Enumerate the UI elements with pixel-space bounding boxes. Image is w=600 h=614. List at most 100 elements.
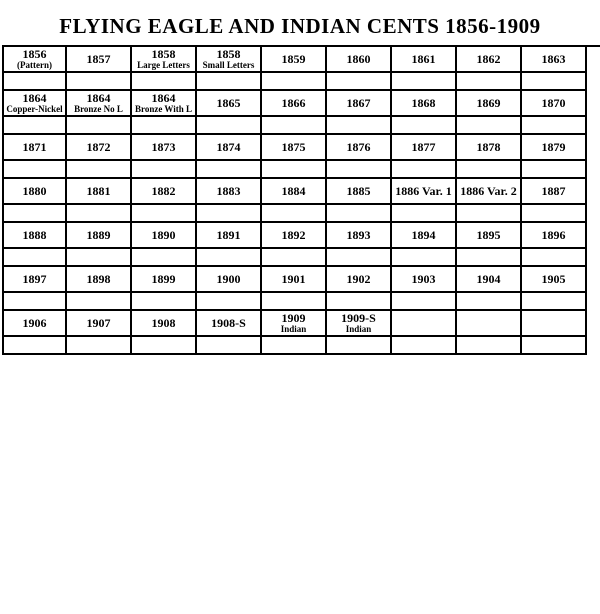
coin-year: 1864 [152,92,176,105]
coin-cell: 1877 [392,135,457,161]
coin-slot [327,293,392,311]
coin-cell: 1888 [2,223,67,249]
coin-slot [457,293,522,311]
coin-slot [132,117,197,135]
coin-cell: 1901 [262,267,327,293]
coin-year: 1858 [217,48,241,61]
coin-cell: 1907 [67,311,132,337]
coin-cell: 1859 [262,47,327,73]
coin-slot [522,161,587,179]
coin-slot [67,249,132,267]
coin-variant: Small Letters [203,61,255,70]
coin-slot [197,117,262,135]
coin-cell: 1874 [197,135,262,161]
coin-cell: 1881 [67,179,132,205]
coin-slot [522,337,587,355]
coin-slot [262,73,327,91]
coin-slot [457,337,522,355]
coin-cell: 1885 [327,179,392,205]
page-title: FLYING EAGLE AND INDIAN CENTS 1856-1909 [0,14,600,39]
coin-cell: 1879 [522,135,587,161]
coin-slot [197,161,262,179]
coin-cell: 1880 [2,179,67,205]
coin-variant: Bronze No L [74,105,123,114]
coin-cell: 1899 [132,267,197,293]
coin-slot [457,205,522,223]
coin-cell [522,311,587,337]
coin-variant: Bronze With L [135,105,192,114]
coin-cell: 1858Large Letters [132,47,197,73]
coin-slot [132,161,197,179]
coin-slot [327,205,392,223]
coin-cell: 1860 [327,47,392,73]
coin-cell: 1858Small Letters [197,47,262,73]
coin-slot [522,249,587,267]
coin-cell [457,311,522,337]
coin-cell: 1893 [327,223,392,249]
coin-slot [392,249,457,267]
coin-cell: 1876 [327,135,392,161]
coin-cell: 1867 [327,91,392,117]
coin-slot [197,293,262,311]
coin-slot [67,117,132,135]
coin-cell: 1869 [457,91,522,117]
coin-slot [392,161,457,179]
coin-slot [522,293,587,311]
coin-slot [327,337,392,355]
coin-slot [67,337,132,355]
coin-slot [132,205,197,223]
coin-slot [392,293,457,311]
coin-slot [262,205,327,223]
coin-cell: 1890 [132,223,197,249]
coin-slot [67,293,132,311]
coin-cell: 1908-S [197,311,262,337]
coin-cell: 1905 [522,267,587,293]
coin-year: 1858 [152,48,176,61]
coin-cell: 1884 [262,179,327,205]
coin-cell: 1886 Var. 2 [457,179,522,205]
coin-grid: 1856(Pattern)18571858Large Letters1858Sm… [2,45,600,355]
coin-slot [67,161,132,179]
coin-slot [457,73,522,91]
coin-cell: 1882 [132,179,197,205]
coin-slot [327,161,392,179]
coin-slot [2,249,67,267]
coin-slot [197,73,262,91]
coin-cell: 1887 [522,179,587,205]
coin-cell: 1891 [197,223,262,249]
coin-slot [457,249,522,267]
coin-variant: Indian [281,325,307,334]
coin-slot [392,205,457,223]
coin-slot [2,205,67,223]
coin-slot [197,205,262,223]
coin-slot [457,161,522,179]
coin-slot [392,117,457,135]
coin-cell: 1871 [2,135,67,161]
coin-slot [132,337,197,355]
coin-slot [132,293,197,311]
coin-slot [2,117,67,135]
coin-slot [132,249,197,267]
coin-slot [197,249,262,267]
coin-year: 1864 [87,92,111,105]
coin-cell: 1875 [262,135,327,161]
coin-slot [262,337,327,355]
coin-slot [262,161,327,179]
coin-slot [197,337,262,355]
coin-variant: Large Letters [137,61,190,70]
coin-cell: 1863 [522,47,587,73]
coin-cell: 1909-SIndian [327,311,392,337]
coin-year: 1909 [282,312,306,325]
coin-cell: 1909Indian [262,311,327,337]
coin-cell: 1861 [392,47,457,73]
coin-cell: 1872 [67,135,132,161]
coin-cell: 1889 [67,223,132,249]
coin-cell: 1857 [67,47,132,73]
coin-slot [262,117,327,135]
coin-year: 1856 [23,48,47,61]
coin-slot [2,161,67,179]
coin-cell: 1908 [132,311,197,337]
coin-cell: 1903 [392,267,457,293]
coin-slot [132,73,197,91]
coin-cell: 1878 [457,135,522,161]
